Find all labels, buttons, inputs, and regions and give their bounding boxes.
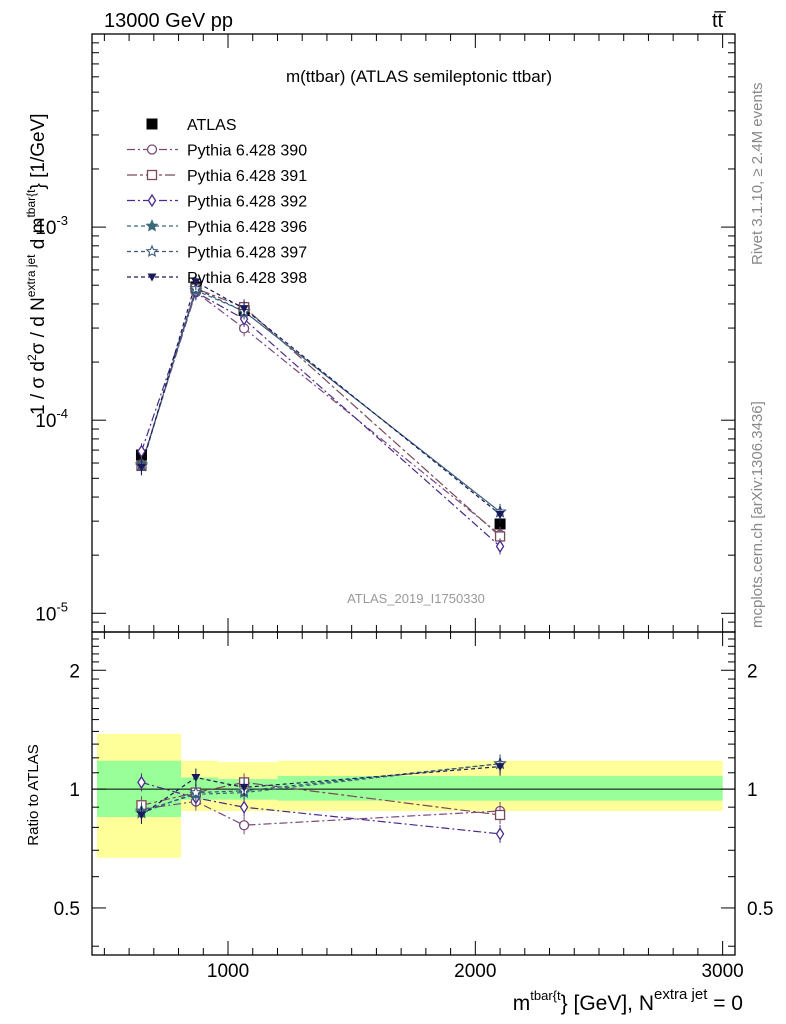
- y-tick-base: 10: [35, 604, 56, 625]
- y-tick-base: 10: [35, 411, 56, 432]
- watermark: ATLAS_2019_I1750330: [347, 591, 485, 606]
- ratio-y-tick-label-right: 1: [747, 780, 758, 801]
- main-point: [136, 463, 146, 472]
- energy-label: 13000 GeV pp: [104, 10, 233, 32]
- main-y-axis-label: 1 / σ d2σ / d Nextra jet d mtbar{t} [1/G…: [24, 113, 49, 415]
- ratio-y-axis-label: Ratio to ATLAS: [25, 744, 42, 845]
- main-series-line: [140, 287, 501, 537]
- main-series-line: [140, 281, 501, 515]
- x-tick-label: 1000: [207, 961, 249, 982]
- ratio-point: [191, 774, 201, 783]
- process-label: tt̅: [712, 10, 726, 32]
- ratio-point: [495, 827, 505, 841]
- ratio-axis-ticks: 1000 2000 3000 2 2 1 1 0.5 0.5: [54, 631, 773, 982]
- ratio-y-tick-label: 2: [69, 661, 80, 682]
- xlabel-sup2: extra jet: [654, 986, 708, 1003]
- y-tick-base: 10: [35, 218, 56, 239]
- ratio-point: [239, 800, 249, 814]
- legend-marker: [147, 193, 157, 208]
- xlabel-mid: } [GeV], N: [561, 992, 654, 1015]
- ylabel-mid: d m: [28, 218, 49, 255]
- main-series-line: [140, 287, 501, 513]
- legend-marker: [146, 169, 158, 181]
- legend-marker: [146, 144, 158, 155]
- ratio-band-green: [277, 775, 723, 801]
- ratio-point: [137, 775, 146, 790]
- main-y-tick-label: 10-4: [35, 406, 68, 432]
- ratio-frame: [91, 631, 736, 956]
- legend-label: Pythia 6.428 397: [187, 245, 307, 262]
- legend-marker: [147, 273, 157, 282]
- ratio-y-tick-label-right: 2: [747, 661, 758, 682]
- ratio-panel: 1000 2000 3000 2 2 1 1 0.5 0.5 Ratio to ATLAS mt…: [25, 631, 773, 1015]
- main-point: [495, 510, 505, 519]
- ratio-y-tick-label: 0.5: [54, 899, 80, 920]
- legend-marker: [145, 219, 159, 232]
- legend-label: Pythia 6.428 390: [187, 143, 307, 160]
- x-axis-label: mtbar{t} [GeV], Nextra jet = 0: [513, 986, 743, 1015]
- legend-marker: [146, 118, 158, 130]
- ratio-series-line: [141, 781, 501, 835]
- xlabel-tail: = 0: [707, 992, 743, 1015]
- ratio-series-line: [141, 800, 501, 826]
- y-tick-exponent: -3: [56, 213, 68, 228]
- xlabel-main: m: [513, 992, 531, 1015]
- main-axis-ticks: 10-310-410-5: [35, 33, 735, 633]
- y-tick-exponent: -5: [56, 599, 68, 614]
- legend-label: Pythia 6.428 398: [187, 270, 307, 287]
- main-series-line: [140, 291, 501, 547]
- main-series-markers: [134, 273, 507, 555]
- legend-label: Pythia 6.428 396: [187, 219, 307, 236]
- ratio-series-line: [141, 763, 501, 814]
- legend-marker: [145, 244, 159, 258]
- main-series-lines: [140, 281, 501, 547]
- legend-label: ATLAS: [187, 117, 237, 134]
- ratio-point: [189, 785, 203, 799]
- ratio-point: [495, 763, 505, 772]
- ratio-point: [239, 783, 249, 792]
- x-tick-label: 2000: [454, 961, 496, 982]
- ratio-y-tick-label: 1: [69, 780, 80, 801]
- ratio-series-markers: [134, 754, 507, 843]
- ratio-series-lines: [141, 763, 501, 835]
- ratio-point: [494, 809, 506, 821]
- ratio-point: [136, 811, 146, 820]
- ylabel-sigma: σ / d N: [28, 297, 49, 354]
- chart-title: m(ttbar) (ATLAS semileptonic ttbar): [286, 67, 552, 86]
- main-point: [239, 305, 249, 314]
- ylabel-sup1: extra jet: [24, 254, 38, 297]
- main-point: [494, 518, 506, 530]
- ylabel-sup2: tbar{t: [24, 189, 38, 218]
- legend-label: Pythia 6.428 392: [187, 194, 307, 211]
- legend-label: Pythia 6.428 391: [187, 168, 307, 185]
- main-point: [191, 278, 201, 287]
- main-panel: 10-310-410-5 m(ttbar) (ATLAS semileptoni…: [24, 33, 736, 633]
- x-tick-label: 3000: [701, 961, 743, 982]
- main-y-tick-label: 10-5: [35, 599, 68, 625]
- main-y-tick-label: 10-3: [35, 213, 68, 239]
- mcplots-label: mcplots.cern.ch [arXiv:1306.3436]: [749, 401, 766, 628]
- ratio-y-tick-label-right: 0.5: [747, 899, 773, 920]
- ylabel-sq: 2: [25, 354, 39, 361]
- main-series-line: [140, 291, 501, 536]
- ratio-point: [238, 820, 250, 831]
- xlabel-sup1: tbar{t: [530, 988, 561, 1003]
- main-point: [495, 539, 505, 554]
- main-series-line: [140, 289, 501, 513]
- ratio-series-line: [141, 781, 501, 816]
- ylabel-tail: } [1/GeV]: [28, 113, 49, 189]
- y-tick-exponent: -4: [56, 406, 68, 421]
- rivet-label: Rivet 3.1.10, ≥ 2.4M events: [749, 83, 766, 266]
- legend: ATLAS Pythia 6.428 390 Pythia 6.428 391 Pyt…: [127, 117, 307, 287]
- ylabel-main: 1 / σ d: [28, 361, 49, 415]
